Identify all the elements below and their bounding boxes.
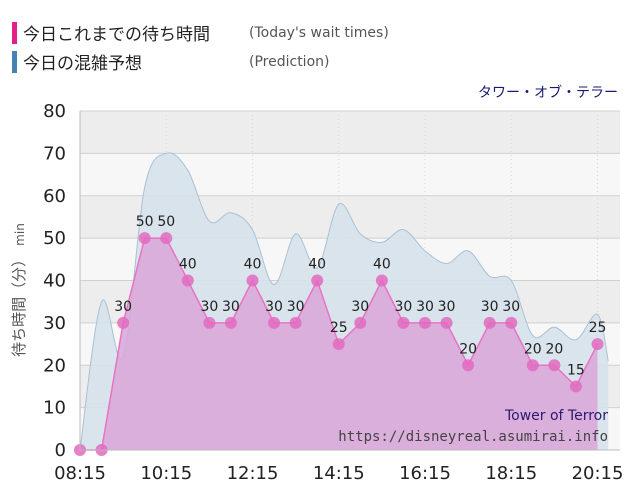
data-label: 30 [438,299,456,315]
data-label: 25 [589,320,607,336]
data-label: 40 [244,257,262,273]
x-tick-label: 14:15 [313,463,365,484]
data-label: 30 [395,299,413,315]
data-label: 30 [287,299,305,315]
y-tick-label: 30 [43,313,66,334]
attraction-name-en: Tower of Terror [504,408,608,424]
data-point [224,316,237,329]
site-url[interactable]: https://disneyreal.asumirai.info [338,429,608,445]
data-label: 40 [373,257,391,273]
legend-sub-today: (Today's wait times) [249,24,389,41]
y-tick-label: 20 [43,355,66,376]
data-label: 50 [157,214,175,230]
data-label: 30 [502,299,520,315]
data-point [591,338,604,351]
y-axis-label: 待ち時間（分）min [10,223,28,357]
x-tick-label: 18:15 [485,463,537,484]
chart-legend: 今日これまでの待ち時間 (Today's wait times) 今日の混雑予想… [12,18,389,76]
data-label: 30 [351,299,369,315]
y-tick-label: 0 [55,440,66,461]
data-label: 30 [222,299,240,315]
legend-label-today: 今日これまでの待ち時間 [23,25,210,45]
y-tick-label: 70 [43,143,66,164]
data-point [440,316,453,329]
legend-item-today[interactable]: 今日これまでの待ち時間 (Today's wait times) [12,18,389,47]
data-point [332,338,345,351]
data-point [419,316,431,329]
data-point [462,359,475,372]
data-point [181,274,194,287]
data-point [397,316,410,329]
data-label: 20 [545,341,563,357]
data-label: 50 [136,214,154,230]
data-point [526,359,539,372]
y-tick-label: 60 [43,186,66,207]
data-point [246,274,259,287]
data-point [375,274,388,287]
chart-axes: 0 10 20 30 40 50 60 70 80 08:15 10:15 12:15 14:15 16:… [43,101,623,484]
data-point [483,316,496,329]
data-point [203,316,216,329]
data-label: 30 [114,299,132,315]
data-label: 30 [481,299,499,315]
x-tick-label: 20:15 [572,463,624,484]
legend-item-prediction[interactable]: 今日の混雑予想 (Prediction) [12,47,389,76]
y-tick-label: 80 [43,101,66,122]
x-tick-label: 12:15 [227,463,279,484]
legend-sub-prediction: (Prediction) [249,53,330,70]
y-tick-label: 40 [43,271,66,292]
data-label: 30 [416,299,434,315]
data-label: 15 [567,362,585,378]
data-point [117,316,130,329]
y-tick-label: 10 [43,398,66,419]
series-layer [74,152,609,456]
prediction-line [79,152,609,451]
x-tick-label: 10:15 [140,463,192,484]
data-point [569,380,582,393]
data-label: 40 [308,257,326,273]
data-label: 40 [179,257,197,273]
x-tick-label: 16:15 [399,463,451,484]
data-point [311,274,324,287]
data-label: 25 [330,320,348,336]
data-point [138,232,151,245]
data-label: 20 [524,341,542,357]
y-tick-label: 50 [43,228,66,249]
legend-swatch-today [12,21,17,44]
legend-label-prediction: 今日の混雑予想 [23,54,142,74]
attraction-name-jp: タワー・オブ・テラー [478,84,618,101]
data-label: 30 [200,299,218,315]
data-point [354,316,367,329]
data-point [548,359,561,372]
data-point [289,316,302,329]
plot-band [80,111,620,154]
data-label: 30 [265,299,283,315]
x-tick-label: 08:15 [54,463,106,484]
data-point [505,316,518,329]
data-label: 20 [459,341,477,357]
data-point [268,316,281,329]
data-point [160,232,173,245]
legend-swatch-prediction [12,50,17,73]
